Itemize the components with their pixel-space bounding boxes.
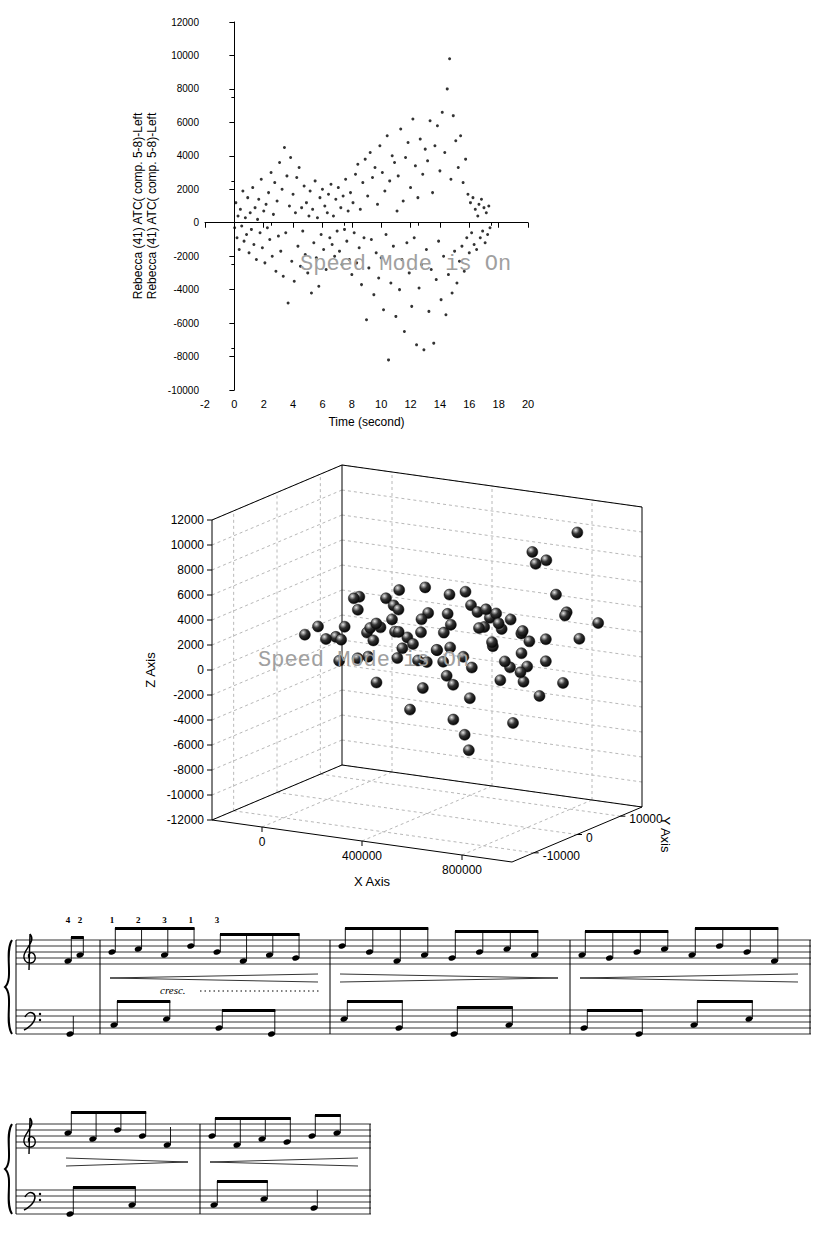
svg-text:-2: -2 <box>200 398 210 410</box>
svg-text:2: 2 <box>136 915 141 925</box>
svg-text:3: 3 <box>162 915 167 925</box>
svg-text:6: 6 <box>319 398 325 410</box>
svg-text:2: 2 <box>261 398 267 410</box>
svg-text:-2000: -2000 <box>173 688 204 702</box>
svg-text:400000: 400000 <box>342 849 382 863</box>
svg-text:10000: 10000 <box>629 812 663 827</box>
svg-text:-2000: -2000 <box>173 251 199 262</box>
svg-text:X Axis: X Axis <box>354 874 391 889</box>
svg-text:0: 0 <box>586 831 593 845</box>
svg-text:-8000: -8000 <box>173 351 199 362</box>
svg-text:6000: 6000 <box>177 588 204 602</box>
svg-text:3: 3 <box>215 915 220 925</box>
svg-text:0: 0 <box>231 398 237 410</box>
svg-text:1: 1 <box>110 915 115 925</box>
svg-text:-6000: -6000 <box>173 738 204 752</box>
svg-text:Speed Mode is On: Speed Mode is On <box>258 648 469 673</box>
svg-text:4: 4 <box>290 398 296 410</box>
svg-text:0: 0 <box>193 217 199 228</box>
svg-text:12000: 12000 <box>171 17 199 28</box>
svg-text:0: 0 <box>259 835 266 849</box>
svg-text:8000: 8000 <box>177 563 204 577</box>
svg-text:8000: 8000 <box>177 83 200 94</box>
svg-text:-10000: -10000 <box>167 788 205 802</box>
svg-text:-10000: -10000 <box>543 849 581 863</box>
svg-text:12000: 12000 <box>171 513 205 527</box>
svg-text:Speed Mode is On: Speed Mode is On <box>300 252 511 277</box>
svg-text:4000: 4000 <box>177 613 204 627</box>
svg-text:Z Axis: Z Axis <box>143 652 158 688</box>
svg-text:6000: 6000 <box>177 117 200 128</box>
svg-text:-8000: -8000 <box>173 763 204 777</box>
svg-text:-10000: -10000 <box>168 385 200 396</box>
svg-text:2: 2 <box>78 915 83 925</box>
svg-text:10: 10 <box>375 398 387 410</box>
svg-text:cresc.: cresc. <box>160 984 186 996</box>
svg-text:-12000: -12000 <box>167 813 205 827</box>
svg-text:Rebecca (41) ATC( comp. 5-8)-L: Rebecca (41) ATC( comp. 5-8)-Left <box>131 112 145 299</box>
svg-text:14: 14 <box>434 398 446 410</box>
svg-text:0: 0 <box>197 663 204 677</box>
svg-text:Time (second): Time (second) <box>328 415 404 429</box>
svg-text:Y Axis: Y Axis <box>658 817 673 853</box>
svg-text:-4000: -4000 <box>173 284 199 295</box>
svg-text:18: 18 <box>493 398 505 410</box>
svg-text:12: 12 <box>404 398 416 410</box>
svg-text:Rebecca (41) ATC( comp. 5-8)-L: Rebecca (41) ATC( comp. 5-8)-Left <box>145 112 159 299</box>
svg-text:800000: 800000 <box>442 863 482 877</box>
svg-text:4000: 4000 <box>177 150 200 161</box>
svg-text:2000: 2000 <box>177 184 200 195</box>
svg-text:-6000: -6000 <box>173 318 199 329</box>
svg-text:20: 20 <box>522 398 534 410</box>
svg-text:2000: 2000 <box>177 638 204 652</box>
svg-text:10000: 10000 <box>171 538 205 552</box>
svg-text:10000: 10000 <box>171 50 199 61</box>
svg-text:-4000: -4000 <box>173 713 204 727</box>
svg-text:1: 1 <box>189 915 194 925</box>
svg-text:4: 4 <box>66 915 71 925</box>
svg-text:8: 8 <box>349 398 355 410</box>
svg-text:16: 16 <box>463 398 475 410</box>
